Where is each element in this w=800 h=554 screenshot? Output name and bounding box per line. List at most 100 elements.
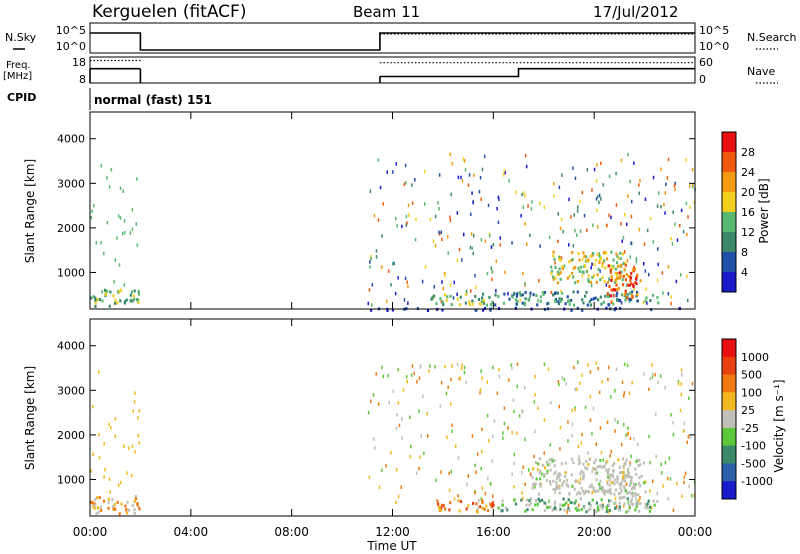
- scatter-cell: [447, 251, 449, 255]
- region-cell: [477, 298, 481, 301]
- region-cell: [516, 300, 519, 303]
- colorbar-tick-label: 25: [741, 404, 755, 417]
- region-cell: [440, 508, 443, 512]
- region-cell: [570, 501, 573, 505]
- region-cell: [621, 252, 624, 256]
- region-cell: [471, 299, 474, 303]
- scatter-cell: [670, 237, 672, 241]
- scatter-cell: [664, 461, 667, 465]
- region-cell: [567, 498, 570, 502]
- scatter-cell: [521, 192, 523, 197]
- region-cell: [528, 503, 531, 507]
- scatter-cell: [127, 446, 130, 450]
- region-cell: [631, 290, 634, 294]
- scatter-cell: [513, 452, 516, 457]
- region-cell: [599, 459, 602, 462]
- region-cell: [443, 293, 447, 297]
- scatter-cell: [110, 168, 113, 172]
- scatter-cell: [371, 283, 374, 287]
- region-cell: [605, 510, 608, 513]
- region-cell: [644, 299, 647, 303]
- region-cell: [585, 290, 588, 294]
- region-cell: [521, 301, 524, 305]
- scatter-cell: [533, 454, 535, 459]
- colorbar-segment: [722, 410, 736, 429]
- scatter-cell: [409, 415, 411, 420]
- region-cell: [588, 457, 591, 461]
- region-cell: [577, 252, 580, 256]
- region-cell: [577, 266, 580, 270]
- region-cell: [603, 489, 606, 492]
- region-cell: [94, 503, 97, 507]
- region-cell: [459, 303, 462, 307]
- scatter-cell: [475, 285, 477, 290]
- power-panel: 4000 3000 2000 1000 Slant Range [km] 28 24 20…: [23, 111, 771, 312]
- nsky-tick-top: 10^5: [56, 24, 86, 37]
- region-cell: [440, 506, 443, 510]
- scatter-cell: [563, 264, 566, 268]
- scatter-cell: [568, 197, 570, 202]
- region-cell: [557, 486, 560, 490]
- scatter-cell: [471, 191, 473, 195]
- region-cell: [125, 508, 128, 511]
- region-cell: [623, 486, 626, 490]
- scatter-cell: [615, 171, 617, 176]
- velocity-axes: 4000 3000 2000 1000: [57, 319, 696, 516]
- scatter-cell: [461, 179, 464, 183]
- scatter-cell: [581, 432, 583, 437]
- scatter-cell: [567, 503, 569, 508]
- scatter-cell: [614, 418, 616, 422]
- station-title: Kerguelen (fitACF): [92, 2, 246, 22]
- region-cell: [601, 465, 604, 469]
- region-cell: [97, 510, 100, 514]
- scatter-cell: [602, 183, 604, 187]
- region-cell: [96, 496, 99, 500]
- region-cell: [616, 254, 619, 258]
- scatter-cell: [452, 296, 455, 300]
- region-cell: [567, 484, 570, 488]
- region-cell: [614, 271, 617, 275]
- scatter-cell: [676, 238, 679, 242]
- region-cell: [635, 294, 638, 298]
- region-cell: [481, 499, 484, 503]
- region-cell: [613, 482, 616, 486]
- scatter-cell: [583, 213, 586, 218]
- scatter-cell: [480, 197, 482, 201]
- scatter-cell: [543, 418, 546, 422]
- scatter-cell: [596, 163, 598, 167]
- region-cell: [555, 476, 558, 480]
- scatter-cell: [548, 235, 551, 240]
- colorbar-tick-label: 16: [741, 206, 755, 219]
- scatter-cell: [480, 369, 482, 373]
- region-cell: [136, 501, 139, 505]
- scatter-cell: [614, 429, 616, 433]
- scatter-cell: [108, 422, 110, 427]
- scatter-cell: [469, 245, 472, 250]
- colorbar-tick-label: -1000: [741, 475, 773, 488]
- region-cell: [602, 300, 605, 304]
- y-tick-label: 3000: [57, 384, 85, 397]
- region-cell: [531, 508, 534, 512]
- region-cell: [606, 460, 609, 463]
- region-cell: [564, 474, 567, 478]
- region-cell: [557, 475, 560, 479]
- region-cell: [564, 471, 567, 475]
- scatter-cell: [563, 377, 566, 382]
- region-cell: [599, 256, 603, 260]
- region-cell: [482, 292, 485, 296]
- region-cell: [457, 499, 460, 503]
- scatter-cell: [404, 163, 407, 168]
- region-cell: [638, 482, 641, 485]
- region-cell: [132, 294, 135, 298]
- scatter-cell: [638, 191, 640, 196]
- region-cell: [587, 258, 590, 262]
- region-cell: [634, 281, 637, 284]
- scatter-cell: [470, 212, 472, 217]
- region-cell: [608, 499, 611, 503]
- region-cell: [524, 297, 527, 301]
- region-cell: [459, 295, 462, 299]
- region-cell: [532, 293, 535, 297]
- region-cell: [553, 459, 556, 463]
- region-cell: [585, 270, 588, 274]
- colorbar-tick-label: 20: [741, 186, 755, 199]
